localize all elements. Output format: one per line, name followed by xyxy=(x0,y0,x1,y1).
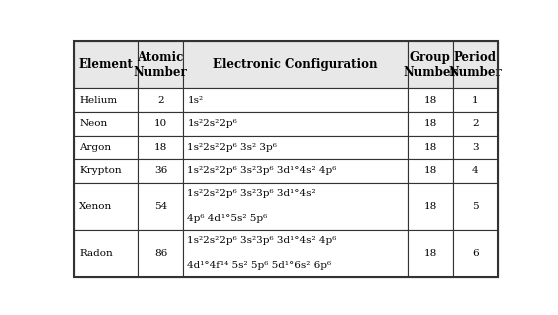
Text: 86: 86 xyxy=(154,249,167,258)
Text: 54: 54 xyxy=(154,202,167,211)
Bar xyxy=(138,89,183,112)
Text: 1s²2s²2p⁶ 3s²3p⁶ 3d¹°4s² 4p⁶: 1s²2s²2p⁶ 3s²3p⁶ 3d¹°4s² 4p⁶ xyxy=(187,166,336,175)
Text: 18: 18 xyxy=(424,249,437,258)
Bar xyxy=(74,135,138,159)
Bar xyxy=(183,159,408,183)
Text: 18: 18 xyxy=(424,202,437,211)
Bar xyxy=(408,42,453,89)
Text: Xenon: Xenon xyxy=(79,202,113,211)
Bar xyxy=(408,230,453,277)
Bar xyxy=(453,89,498,112)
Bar xyxy=(453,230,498,277)
Text: 1s²2s²2p⁶ 3s²3p⁶ 3d¹°4s² 4p⁶: 1s²2s²2p⁶ 3s²3p⁶ 3d¹°4s² 4p⁶ xyxy=(187,236,336,245)
Text: 2: 2 xyxy=(157,96,164,105)
Bar xyxy=(183,135,408,159)
Bar xyxy=(138,159,183,183)
Bar xyxy=(74,42,138,89)
Text: 2: 2 xyxy=(472,119,479,128)
Text: 1s²2s²2p⁶ 3s²3p⁶ 3d¹°4s²: 1s²2s²2p⁶ 3s²3p⁶ 3d¹°4s² xyxy=(187,189,316,198)
Text: 36: 36 xyxy=(154,166,167,175)
Bar xyxy=(74,112,138,135)
Text: 18: 18 xyxy=(424,96,437,105)
Text: Group
Number: Group Number xyxy=(403,51,457,79)
Text: 5: 5 xyxy=(472,202,479,211)
Text: Element: Element xyxy=(79,59,133,72)
Bar xyxy=(74,159,138,183)
Text: 18: 18 xyxy=(154,143,167,152)
Bar xyxy=(183,230,408,277)
Text: Helium: Helium xyxy=(79,96,117,105)
Text: Period
Number: Period Number xyxy=(449,51,502,79)
Text: 4p⁶ 4d¹°5s² 5p⁶: 4p⁶ 4d¹°5s² 5p⁶ xyxy=(187,214,267,223)
Text: Argon: Argon xyxy=(79,143,112,152)
Bar xyxy=(74,230,138,277)
Text: 4d¹°4f¹⁴ 5s² 5p⁶ 5d¹°6s² 6p⁶: 4d¹°4f¹⁴ 5s² 5p⁶ 5d¹°6s² 6p⁶ xyxy=(187,261,331,270)
Bar xyxy=(453,135,498,159)
Bar xyxy=(453,42,498,89)
Text: 1s²: 1s² xyxy=(187,96,204,105)
Bar xyxy=(183,89,408,112)
Text: 18: 18 xyxy=(424,166,437,175)
Bar xyxy=(408,112,453,135)
Bar xyxy=(138,112,183,135)
Bar xyxy=(408,183,453,230)
Text: 18: 18 xyxy=(424,143,437,152)
Bar xyxy=(453,183,498,230)
Text: Atomic
Number: Atomic Number xyxy=(133,51,187,79)
Text: 1: 1 xyxy=(472,96,479,105)
Bar xyxy=(183,42,408,89)
Bar xyxy=(408,159,453,183)
Bar xyxy=(138,135,183,159)
Text: Electronic Configuration: Electronic Configuration xyxy=(213,59,378,72)
Bar xyxy=(138,230,183,277)
Bar xyxy=(138,42,183,89)
Bar xyxy=(183,112,408,135)
Text: 4: 4 xyxy=(472,166,479,175)
Bar xyxy=(408,89,453,112)
Bar xyxy=(453,112,498,135)
Text: 3: 3 xyxy=(472,143,479,152)
Text: 18: 18 xyxy=(424,119,437,128)
Bar xyxy=(138,183,183,230)
Text: Krypton: Krypton xyxy=(79,166,122,175)
Text: 1s²2s²2p⁶ 3s² 3p⁶: 1s²2s²2p⁶ 3s² 3p⁶ xyxy=(187,143,277,152)
Text: 6: 6 xyxy=(472,249,479,258)
Bar xyxy=(408,135,453,159)
Bar xyxy=(453,159,498,183)
Text: Radon: Radon xyxy=(79,249,113,258)
Bar xyxy=(74,89,138,112)
Bar xyxy=(74,183,138,230)
Text: 10: 10 xyxy=(154,119,167,128)
Bar xyxy=(183,183,408,230)
Text: 1s²2s²2p⁶: 1s²2s²2p⁶ xyxy=(187,119,237,128)
Text: Neon: Neon xyxy=(79,119,108,128)
